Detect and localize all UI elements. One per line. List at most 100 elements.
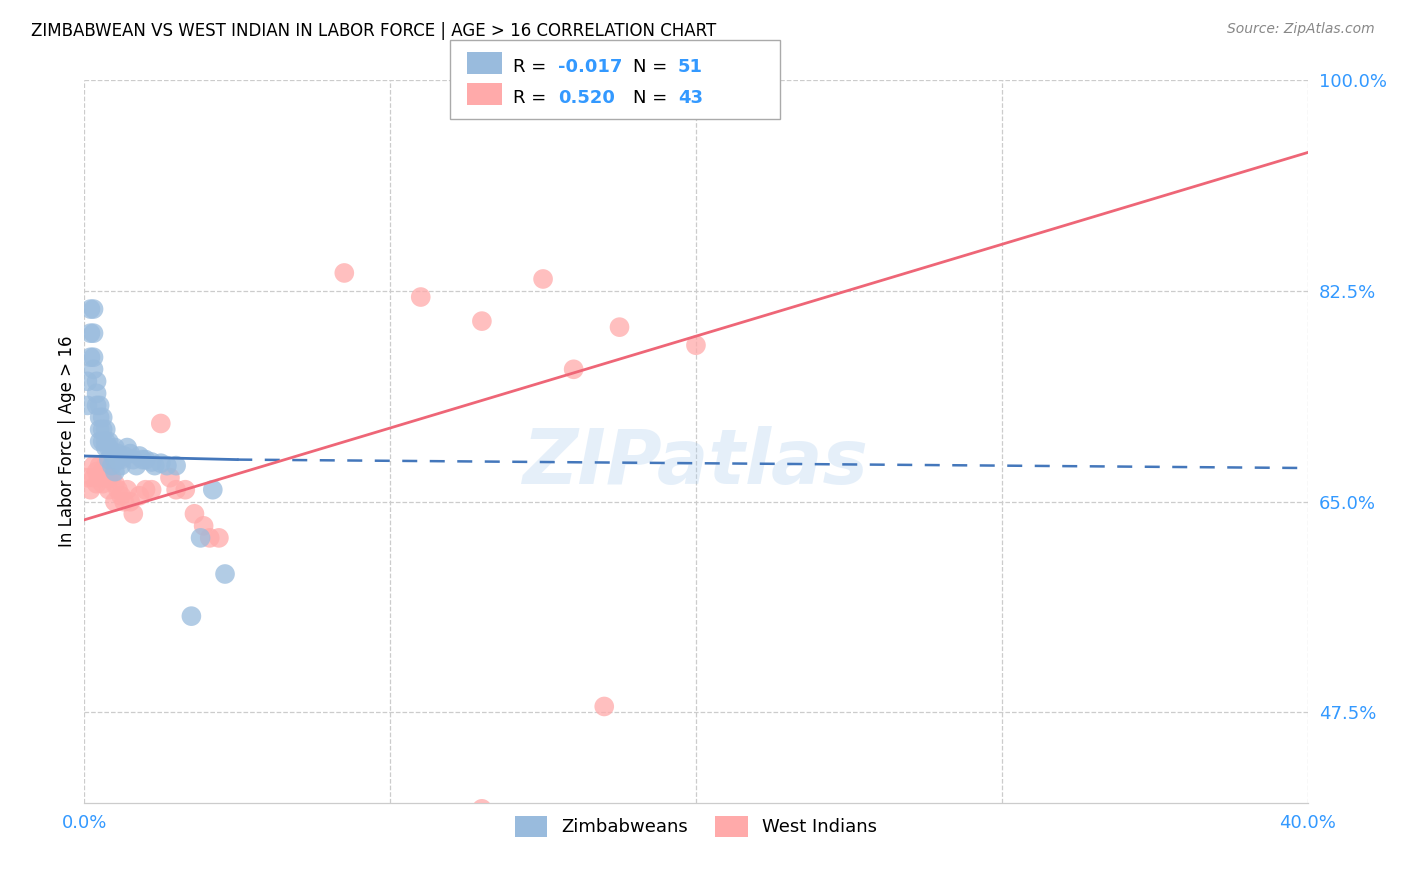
- Point: [110, 458, 132, 473]
- Text: -0.017: -0.017: [558, 58, 623, 76]
- Point: [94, 441, 117, 455]
- Point: [149, 456, 172, 470]
- Point: [91, 422, 114, 436]
- Point: [685, 338, 707, 352]
- Point: [97, 434, 120, 449]
- Point: [180, 609, 202, 624]
- Point: [94, 434, 117, 449]
- Point: [86, 398, 108, 412]
- Point: [94, 470, 117, 484]
- Point: [112, 449, 135, 463]
- Point: [107, 446, 129, 460]
- Point: [104, 476, 127, 491]
- Point: [97, 470, 120, 484]
- Point: [83, 301, 105, 316]
- Point: [208, 531, 231, 545]
- Point: [198, 531, 221, 545]
- Point: [104, 465, 127, 479]
- Point: [86, 476, 108, 491]
- Point: [83, 350, 105, 364]
- Point: [89, 422, 111, 436]
- Point: [101, 446, 124, 460]
- Point: [120, 446, 142, 460]
- Text: 0.520: 0.520: [558, 89, 614, 107]
- Point: [89, 470, 111, 484]
- Point: [409, 290, 432, 304]
- Point: [201, 483, 224, 497]
- Point: [91, 410, 114, 425]
- Point: [135, 452, 157, 467]
- Point: [83, 470, 105, 484]
- Point: [104, 452, 127, 467]
- Text: ZIMBABWEAN VS WEST INDIAN IN LABOR FORCE | AGE > 16 CORRELATION CHART: ZIMBABWEAN VS WEST INDIAN IN LABOR FORCE…: [31, 22, 716, 40]
- Point: [83, 362, 105, 376]
- Text: N =: N =: [633, 58, 672, 76]
- Text: Source: ZipAtlas.com: Source: ZipAtlas.com: [1227, 22, 1375, 37]
- Point: [86, 465, 108, 479]
- Point: [89, 458, 111, 473]
- Point: [76, 374, 98, 388]
- Point: [156, 458, 179, 473]
- Text: R =: R =: [513, 89, 553, 107]
- Point: [531, 272, 554, 286]
- Point: [609, 320, 631, 334]
- Point: [128, 489, 150, 503]
- Point: [107, 483, 129, 497]
- Point: [131, 452, 153, 467]
- Point: [91, 434, 114, 449]
- Point: [471, 802, 494, 816]
- Point: [141, 483, 163, 497]
- Point: [94, 458, 117, 473]
- Point: [107, 452, 129, 467]
- Point: [101, 470, 124, 484]
- Point: [112, 494, 135, 508]
- Point: [562, 362, 585, 376]
- Point: [91, 476, 114, 491]
- Point: [97, 441, 120, 455]
- Point: [76, 398, 98, 412]
- Point: [214, 567, 236, 582]
- Point: [86, 374, 108, 388]
- Point: [471, 314, 494, 328]
- Legend: Zimbabweans, West Indians: Zimbabweans, West Indians: [506, 807, 886, 846]
- Point: [89, 410, 111, 425]
- Point: [128, 449, 150, 463]
- Point: [110, 452, 132, 467]
- Point: [183, 507, 205, 521]
- Point: [333, 266, 356, 280]
- Point: [193, 518, 215, 533]
- Point: [122, 452, 145, 467]
- Point: [120, 494, 142, 508]
- Point: [141, 455, 163, 469]
- Text: N =: N =: [633, 89, 672, 107]
- Point: [115, 441, 138, 455]
- Point: [165, 458, 187, 473]
- Point: [115, 483, 138, 497]
- Point: [89, 398, 111, 412]
- Point: [79, 483, 101, 497]
- Point: [122, 507, 145, 521]
- Point: [165, 483, 187, 497]
- Point: [190, 531, 212, 545]
- Text: 43: 43: [678, 89, 703, 107]
- Point: [174, 483, 197, 497]
- Point: [125, 458, 148, 473]
- Point: [91, 465, 114, 479]
- Point: [79, 350, 101, 364]
- Point: [79, 301, 101, 316]
- Point: [94, 422, 117, 436]
- Point: [97, 483, 120, 497]
- Point: [89, 434, 111, 449]
- Point: [135, 483, 157, 497]
- Point: [159, 470, 181, 484]
- Point: [593, 699, 616, 714]
- Point: [143, 458, 166, 473]
- Point: [101, 458, 124, 473]
- Point: [83, 326, 105, 340]
- Text: 51: 51: [678, 58, 703, 76]
- Point: [97, 452, 120, 467]
- Point: [149, 417, 172, 431]
- Point: [83, 458, 105, 473]
- Point: [104, 494, 127, 508]
- Point: [104, 441, 127, 455]
